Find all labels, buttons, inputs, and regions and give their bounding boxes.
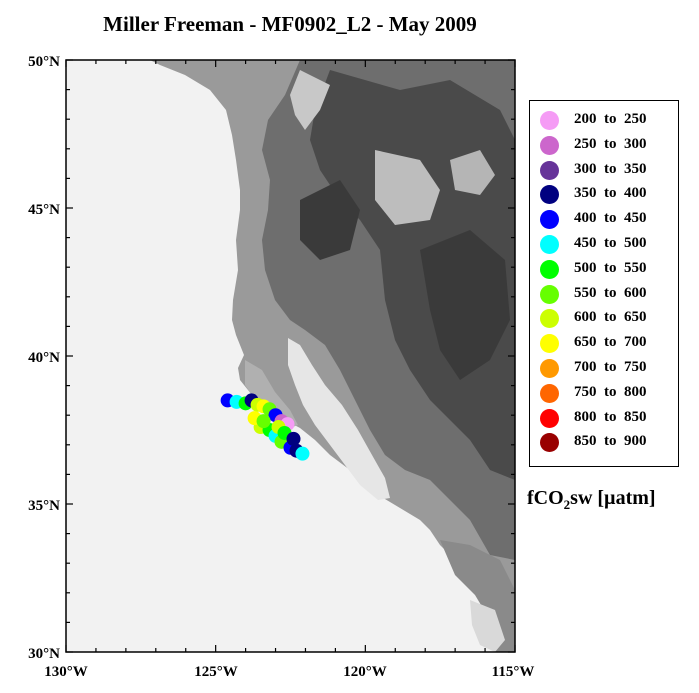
central-valley <box>288 338 390 500</box>
legend-label: 300 to 350 <box>574 160 647 177</box>
relief-light-oregon <box>375 150 440 225</box>
legend-swatch <box>540 359 559 378</box>
legend-swatch <box>540 160 559 180</box>
legend-item: 650 to 700 <box>530 333 680 355</box>
cruise-track <box>220 393 310 461</box>
legend-swatch <box>540 408 559 428</box>
legend-swatch <box>540 135 559 155</box>
legend-swatch <box>540 284 559 304</box>
track-point <box>286 431 301 446</box>
legend-label: 600 to 650 <box>574 309 647 326</box>
legend-item: 600 to 650 <box>530 308 680 330</box>
x-tick-label: 130°W <box>44 664 88 680</box>
legend-label: 450 to 500 <box>574 235 647 251</box>
legend-item: 300 to 350 <box>530 160 680 182</box>
relief-dark-2 <box>420 230 510 380</box>
legend-label: 500 to 550 <box>574 259 647 276</box>
legend-label: 800 to 850 <box>574 408 647 425</box>
y-tick-label: 50°N <box>28 54 60 70</box>
units-subscript: 2 <box>563 497 571 512</box>
legend-item: 800 to 850 <box>530 408 680 430</box>
units-main: fCO <box>527 487 564 509</box>
legend-label: 550 to 600 <box>574 284 647 301</box>
x-tick-label: 125°W <box>194 664 238 680</box>
legend-swatch <box>540 185 559 205</box>
x-tick-label: 120°W <box>343 664 387 680</box>
x-tick-label: 115°W <box>492 664 535 680</box>
relief-light-idaho <box>450 150 495 195</box>
legend-label: 200 to 250 <box>574 111 647 127</box>
legend-swatch <box>540 334 559 354</box>
x-axis-labels: 130°W 125°W 120°W 115°W <box>44 664 534 680</box>
legend-item: 700 to 750 <box>530 358 680 380</box>
map-title: Miller Freeman - MF0902_L2 - May 2009 <box>103 12 477 36</box>
legend-item: 350 to 400 <box>530 184 680 206</box>
map-area <box>66 60 515 652</box>
units-label: fCO2sw [µatm] <box>527 487 656 513</box>
legend-label: 350 to 400 <box>574 185 647 202</box>
legend-item: 500 to 550 <box>530 259 680 281</box>
coast-range-light <box>245 360 298 430</box>
relief-light-north <box>290 70 330 130</box>
legend-item: 850 to 900 <box>530 432 680 454</box>
legend-swatch <box>540 259 559 279</box>
legend-swatch <box>540 433 559 453</box>
legend-item: 200 to 250 <box>530 110 680 132</box>
salton-light <box>470 600 505 652</box>
legend-swatch <box>540 309 559 329</box>
track-point <box>256 414 271 429</box>
legend-label: 850 to 900 <box>574 433 647 450</box>
legend-swatch <box>540 383 559 403</box>
legend-label: 650 to 700 <box>574 334 647 351</box>
legend: 200 to 250 250 to 300 300 to 350 350 to 400… <box>529 100 679 467</box>
axis-ticks <box>65 59 516 653</box>
legend-swatch <box>540 210 559 230</box>
legend-label: 700 to 750 <box>574 359 647 375</box>
legend-label: 250 to 300 <box>574 135 647 152</box>
units-tail: sw [µatm] <box>570 487 656 509</box>
legend-label: 400 to 450 <box>574 210 647 227</box>
legend-item: 450 to 500 <box>530 234 680 256</box>
y-tick-label: 40°N <box>28 350 60 366</box>
y-axis-labels: 50°N 45°N 40°N 35°N 30°N <box>28 54 60 662</box>
legend-swatch <box>540 111 559 130</box>
y-tick-label: 30°N <box>28 646 60 662</box>
legend-item: 250 to 300 <box>530 135 680 157</box>
track-point <box>295 446 310 461</box>
relief-dark-3 <box>300 180 360 260</box>
legend-item: 400 to 450 <box>530 209 680 231</box>
legend-item: 550 to 600 <box>530 284 680 306</box>
legend-label: 750 to 800 <box>574 383 647 400</box>
legend-item: 750 to 800 <box>530 383 680 405</box>
y-tick-label: 35°N <box>28 498 60 514</box>
y-tick-label: 45°N <box>28 202 60 218</box>
legend-swatch <box>540 235 559 254</box>
